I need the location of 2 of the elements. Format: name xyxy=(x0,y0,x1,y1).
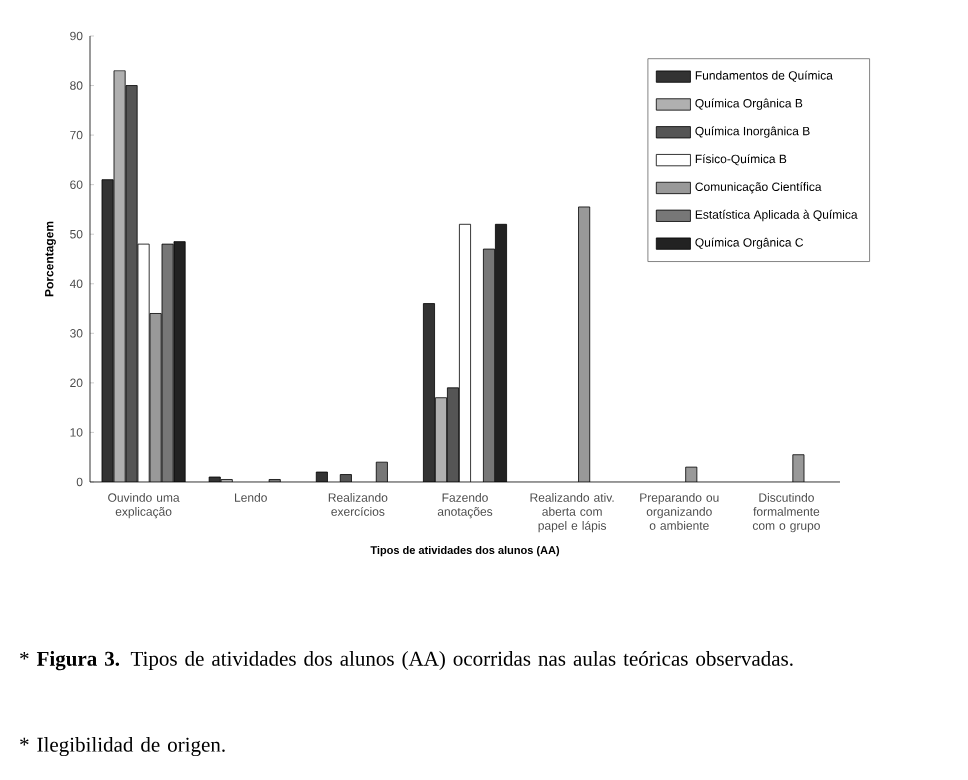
text: *Figura 3. Tipos de atividades dos alunos (AA) ocorridas nas aulas teóricas observadas. xyxy=(20,651,793,671)
text: * Ilegibilidad de origen. xyxy=(20,737,225,757)
